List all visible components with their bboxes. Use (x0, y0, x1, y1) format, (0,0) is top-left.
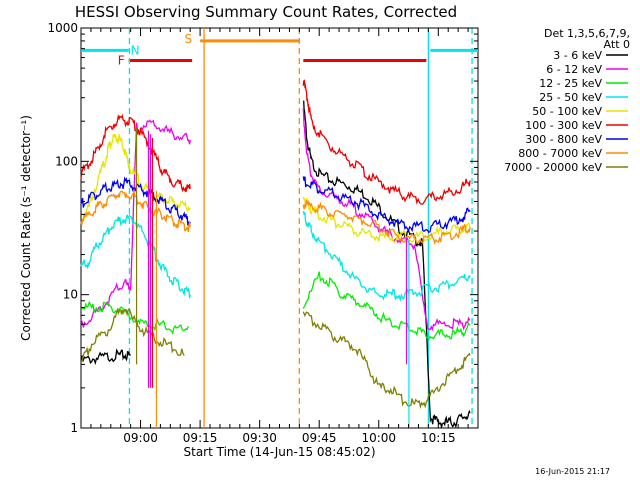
legend-entry-label: 800 - 7000 keV (518, 147, 602, 160)
legend-entry-label: 100 - 300 keV (525, 119, 602, 132)
legend-entry-label: 300 - 800 keV (525, 133, 602, 146)
y-tick-label: 1 (70, 421, 78, 435)
legend-header: Det 1,3,5,6,7,9, (544, 27, 630, 40)
series-line (302, 311, 471, 410)
x-tick-label: 09:15 (183, 431, 218, 445)
legend-entry-label: 6 - 12 keV (546, 63, 602, 76)
series-line (80, 214, 191, 299)
series-line (81, 300, 189, 335)
x-tick-label: 10:00 (361, 431, 396, 445)
y-tick-label: 1000 (47, 21, 78, 35)
series-line (302, 100, 471, 429)
series-line (302, 108, 471, 332)
series-line (80, 307, 185, 363)
x-tick-label: 10:15 (421, 431, 456, 445)
series-line (302, 176, 471, 233)
y-axis-label: Corrected Count Rate (s⁻¹ detector⁻¹) (19, 115, 33, 341)
series-line (302, 78, 471, 205)
x-tick-label: 09:30 (242, 431, 277, 445)
y-tick-label: 100 (55, 154, 78, 168)
series-line (80, 132, 191, 224)
series-line (80, 348, 132, 366)
legend-entry-label: 25 - 50 keV (539, 91, 602, 104)
chart-title: HESSI Observing Summary Count Rates, Cor… (75, 3, 457, 21)
legend-header: Att 0 (604, 38, 630, 51)
series-line (302, 271, 471, 341)
footer-date: 16-Jun-2015 21:17 (535, 467, 610, 476)
series-line (302, 211, 471, 302)
x-tick-label: 09:00 (123, 431, 158, 445)
state-label-F: F (118, 54, 125, 68)
legend-entry-label: 50 - 100 keV (532, 105, 602, 118)
legend-entry-label: 3 - 6 keV (553, 49, 602, 62)
series-line (302, 199, 471, 246)
x-tick-label: 09:45 (302, 431, 337, 445)
series-line (80, 190, 191, 232)
x-axis-label: Start Time (14-Jun-15 08:45:02) (184, 445, 376, 459)
y-tick-label: 10 (63, 288, 78, 302)
legend-entry-label: 12 - 25 keV (539, 77, 602, 90)
state-label-S: S (185, 32, 193, 46)
state-label-N: N (131, 43, 140, 57)
legend-entry-label: 7000 - 20000 keV (504, 161, 602, 174)
plot-frame (80, 27, 479, 429)
